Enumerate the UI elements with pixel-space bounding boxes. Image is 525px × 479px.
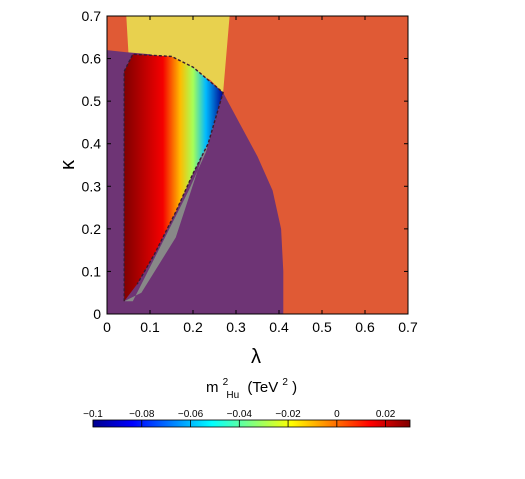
colorbar-label-sup: 2: [223, 377, 229, 388]
x-ticks: 0 0.1 0.2 0.3 0.4 0.5 0.6 0.7: [103, 16, 418, 335]
colorbar-label-sub: Hu: [226, 390, 239, 401]
regions-layer: [107, 16, 408, 314]
colorbar-ticks: −0.1 −0.08 −0.06 −0.04 −0.02 0 0.02: [83, 409, 396, 427]
colorbar-label-unit-sup: 2: [282, 377, 288, 388]
colorbar-tick-label: 0.02: [376, 409, 396, 420]
x-tick-label: 0.7: [398, 319, 418, 335]
x-tick-label: 0.5: [312, 319, 332, 335]
colorbar: [92, 419, 411, 428]
x-tick-label: 0: [103, 319, 111, 335]
colorbar-label-main: m: [206, 379, 219, 396]
region-1: [126, 16, 230, 93]
y-tick-label: 0.1: [82, 263, 102, 279]
y-tick-label: 0.4: [82, 136, 102, 152]
colorbar-tick-label: −0.02: [275, 409, 301, 420]
colorbar-label-unit-open: (TeV: [247, 379, 278, 396]
x-tick-label: 0.6: [355, 319, 375, 335]
y-axis-label: κ: [57, 159, 79, 170]
x-tick-label: 0.4: [269, 319, 289, 335]
colorbar-label: m 2 Hu (TeV 2 ): [206, 372, 297, 402]
y-tick-label: 0.3: [82, 178, 102, 194]
colorbar-tick-label: 0: [334, 409, 340, 420]
colorbar-tick-label: −0.06: [178, 409, 204, 420]
y-tick-label: 0.5: [82, 93, 102, 109]
gradient-region: [124, 54, 224, 302]
y-tick-label: 0.6: [82, 51, 102, 67]
x-tick-label: 0.2: [183, 319, 203, 335]
x-axis-label: λ: [251, 346, 261, 368]
x-tick-label: 0.1: [140, 319, 160, 335]
y-ticks: 0 0.1 0.2 0.3 0.4 0.5 0.6 0.7: [82, 8, 408, 322]
y-tick-label: 0: [93, 306, 101, 322]
colorbar-label-unit-close: ): [292, 379, 297, 396]
x-tick-label: 0.3: [226, 319, 246, 335]
colorbar-tick-label: −0.08: [129, 409, 155, 420]
colorbar-tick-label: −0.04: [227, 409, 253, 420]
gradient-region-edge: [123, 53, 224, 302]
y-tick-label: 0.2: [82, 221, 102, 237]
plot-frame: [106, 15, 409, 315]
y-tick-label: 0.7: [82, 8, 102, 24]
colorbar-tick-label: −0.1: [83, 409, 103, 420]
